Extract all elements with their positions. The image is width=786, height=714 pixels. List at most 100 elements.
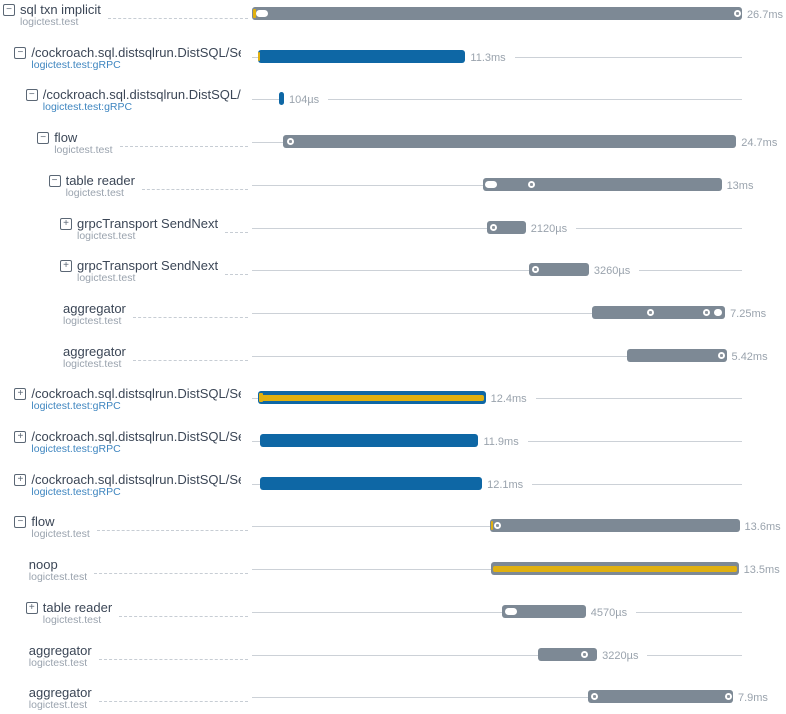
event-marker-dot[interactable] (718, 351, 726, 359)
span-duration-bar[interactable] (592, 305, 726, 319)
expand-icon[interactable]: + (60, 260, 72, 273)
collapse-icon[interactable]: − (25, 89, 38, 102)
leader-dashed-line (141, 173, 248, 190)
expand-icon[interactable]: + (14, 473, 27, 486)
timeline-line (252, 697, 742, 699)
span-label-block: + /cockroach.sql.distsqlrun.DistSQL/Set lo… (14, 429, 250, 455)
event-marker-dot[interactable] (734, 10, 741, 17)
span-label-block: + grpcTransport SendNext logictest.test (60, 258, 250, 284)
event-marker-pill[interactable] (504, 607, 517, 615)
collapse-icon[interactable]: − (14, 46, 27, 59)
span-subtitle: logictest.test (20, 16, 79, 28)
span-labels: table reader logictest.test (43, 600, 112, 626)
span-subtitle: logictest.test (28, 699, 88, 712)
trace-span-row[interactable]: − sql txn implicit logictest.test 26.7ms (0, 2, 786, 44)
span-label-block: aggregator logictest.test (26, 643, 250, 669)
collapse-icon[interactable]: − (48, 174, 61, 187)
trace-span-row[interactable]: −/cockroach.sql.distsqlrun.DistSQL/Set lo… (0, 45, 786, 87)
trace-span-row[interactable]: + /cockroach.sql.distsqlrun.DistSQL/Set lo… (0, 429, 786, 471)
span-subtitle: logictest.test:gRPC (31, 58, 121, 71)
event-marker-dot[interactable] (532, 266, 540, 274)
trace-span-row[interactable]: + grpcTransport SendNext logictest.test 212… (0, 216, 786, 258)
expand-icon[interactable]: + (14, 388, 27, 401)
span-duration-bar[interactable] (483, 177, 722, 191)
event-marker-dot[interactable] (590, 693, 598, 701)
span-duration-bar[interactable] (587, 690, 733, 704)
span-duration-label: 4570µs (585, 606, 637, 619)
span-labels: aggregator logictest.test (63, 301, 126, 327)
span-duration-bar[interactable] (252, 7, 742, 20)
span-labels: table reader logictest.test (66, 173, 135, 199)
trace-span-row[interactable]: + /cockroach.sql.distsqlrun.DistSQL/Set lo… (0, 386, 786, 428)
span-label-block: + table reader logictest.test (25, 600, 250, 626)
expand-icon[interactable]: + (25, 601, 38, 614)
collapse-icon[interactable]: − (37, 132, 50, 145)
event-marker-dot[interactable] (489, 223, 497, 231)
span-duration-bar[interactable] (501, 604, 586, 618)
span-subtitle: logictest.test (28, 656, 88, 669)
span-duration-bar[interactable] (258, 391, 486, 405)
span-duration-label: 13.5ms (738, 564, 786, 577)
event-marker-pill[interactable] (256, 10, 268, 17)
event-marker-dot[interactable] (528, 180, 536, 188)
event-marker-dot[interactable] (724, 693, 732, 701)
span-duration-bar[interactable] (258, 49, 466, 63)
trace-span-row[interactable]: aggregator logictest.test 7.9ms (0, 685, 786, 714)
span-duration-bar[interactable] (489, 519, 740, 533)
event-marker-dot[interactable] (647, 308, 655, 316)
trace-span-row[interactable]: + /cockroach.sql.distsqlrun.DistSQL/Set lo… (0, 472, 786, 514)
event-marker-pill[interactable] (485, 180, 498, 188)
expand-icon[interactable]: + (60, 217, 72, 230)
span-duration-bar[interactable] (260, 434, 479, 447)
span-duration-bar[interactable] (538, 647, 598, 661)
span-subtitle: logictest.test (63, 357, 122, 370)
trace-span-row[interactable]: − flow logictest.test 13.6ms (0, 514, 786, 556)
trace-span-row[interactable]: noop logictest.test 13.5ms (0, 557, 786, 599)
collapse-icon[interactable]: − (3, 4, 15, 16)
event-marker-dot[interactable] (287, 138, 294, 146)
span-duration-label: 5.42ms (726, 350, 777, 363)
span-subtitle: logictest.test:gRPC (31, 400, 121, 413)
span-duration-label: 3220µs (597, 649, 648, 662)
event-marker-tick[interactable] (490, 521, 493, 531)
trace-span-row[interactable]: + grpcTransport SendNext logictest.test 326… (0, 258, 786, 300)
leader-dashed-line (98, 685, 248, 703)
event-marker-tick[interactable] (258, 51, 261, 61)
expand-icon[interactable]: + (14, 431, 27, 443)
trace-span-row[interactable]: −/cockroach.sql.distsqlrun.DistSQL/S logi… (0, 87, 786, 129)
span-labels: flow logictest.test (54, 130, 112, 156)
event-marker-tick[interactable] (253, 9, 256, 18)
span-label-block: −/cockroach.sql.distsqlrun.DistSQL/Set lo… (14, 45, 250, 71)
span-title: /cockroach.sql.distsqlrun.DistSQL/Set (31, 44, 241, 60)
event-marker-tick[interactable] (259, 393, 264, 403)
timeline-line (252, 654, 742, 656)
event-marker-dot[interactable] (581, 650, 589, 658)
trace-span-row[interactable]: − table reader logictest.test 13ms (0, 173, 786, 215)
event-marker-pill[interactable] (714, 308, 723, 316)
trace-span-row[interactable]: − flow logictest.test 24.7ms (0, 130, 786, 172)
trace-span-row[interactable]: aggregator logictest.test 3220µs (0, 643, 786, 685)
span-title: aggregator (28, 685, 92, 701)
span-duration-bar[interactable] (283, 135, 737, 149)
span-duration-bar[interactable] (278, 92, 284, 106)
span-subtitle: logictest.test (54, 144, 113, 157)
event-marker-dot[interactable] (493, 522, 501, 530)
span-subtitle: logictest.test (31, 528, 90, 541)
span-labels: grpcTransport SendNext logictest.test (77, 216, 218, 242)
span-title: table reader (65, 172, 135, 188)
leader-dashed-line (96, 514, 248, 532)
span-duration-bar[interactable] (486, 220, 526, 234)
leader-dashed-line (119, 600, 248, 617)
span-title: sql txn implicit (20, 2, 101, 17)
trace-span-row[interactable]: aggregator logictest.test 7.25ms (0, 301, 786, 343)
span-duration-bar[interactable] (260, 476, 483, 490)
span-label-block: −/cockroach.sql.distsqlrun.DistSQL/S logi… (25, 87, 250, 113)
span-duration-bar[interactable] (490, 562, 739, 576)
span-subtitle: logictest.test:gRPC (31, 443, 121, 455)
event-marker-dot[interactable] (703, 308, 711, 316)
trace-span-row[interactable]: aggregator logictest.test 5.42ms (0, 344, 786, 386)
span-duration-bar[interactable] (627, 348, 727, 362)
trace-span-row[interactable]: + table reader logictest.test 4570µs (0, 600, 786, 642)
collapse-icon[interactable]: − (14, 516, 27, 529)
span-duration-bar[interactable] (529, 263, 589, 277)
